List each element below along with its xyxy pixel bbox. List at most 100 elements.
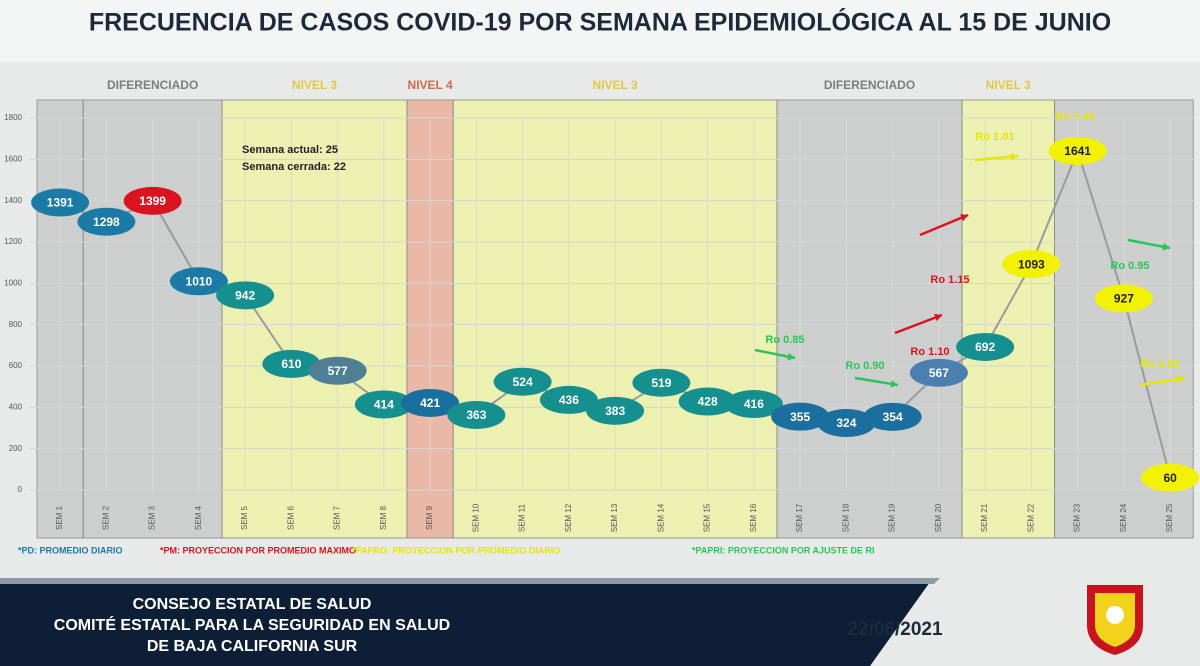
data-label: 428	[698, 395, 718, 409]
x-tick-label: SEM 21	[980, 503, 989, 532]
data-point	[632, 368, 691, 397]
x-tick-label: SEM 23	[1073, 503, 1082, 532]
x-tick-label: SEM 15	[703, 503, 712, 532]
annotation-arrowhead	[1177, 375, 1185, 383]
data-label: 577	[328, 364, 348, 378]
y-tick-label: 600	[9, 361, 23, 370]
x-tick-label: SEM 5	[240, 505, 249, 530]
data-label: 1399	[139, 194, 166, 208]
data-point	[678, 387, 737, 416]
period-label: DIFERENCIADO	[107, 78, 198, 92]
data-label: 1298	[93, 215, 120, 229]
annotation-arrow	[974, 154, 1019, 162]
footer-date: 22/06/2021	[847, 619, 943, 640]
annotation: Ro 1.02	[1140, 358, 1179, 370]
data-point	[354, 390, 413, 419]
y-tick-label: 1200	[4, 237, 22, 246]
data-point	[586, 396, 645, 425]
info-text: Semana actual: 25	[242, 144, 338, 156]
logo	[1087, 585, 1143, 655]
title-band	[0, 0, 1200, 62]
period-label: NIVEL 3	[986, 78, 1031, 92]
y-tick-label: 1600	[4, 154, 22, 163]
data-label: 927	[1114, 292, 1134, 306]
data-point	[1141, 463, 1200, 492]
period-label: NIVEL 3	[593, 78, 638, 92]
data-point	[262, 349, 321, 378]
x-tick-label: SEM 20	[934, 503, 943, 532]
data-label: 942	[235, 288, 255, 302]
data-point	[863, 402, 922, 431]
y-tick-label: 1000	[4, 278, 22, 287]
annotation-arrow	[1139, 376, 1186, 387]
data-label: 567	[929, 366, 949, 380]
x-tick-label: SEM 16	[749, 503, 758, 532]
legend-note: *PM: PROYECCION POR PROMEDIO MAXIMO	[160, 545, 356, 555]
data-label: 1641	[1064, 144, 1091, 158]
footer-rule	[0, 578, 940, 584]
x-tick-label: SEM 4	[194, 505, 203, 530]
annotation: Ro 0.85	[765, 334, 804, 346]
x-tick-label: SEM 2	[101, 505, 110, 530]
data-point	[1002, 250, 1061, 279]
annotation-arrowhead	[960, 214, 968, 222]
data-point	[909, 358, 968, 387]
period-band	[961, 99, 1055, 539]
annotation-arrow	[1127, 238, 1171, 250]
period-label: NIVEL 3	[292, 78, 337, 92]
annotation-arrowhead	[934, 313, 942, 322]
period-label: NIVEL 4	[408, 78, 453, 92]
data-label: 60	[1163, 471, 1177, 485]
data-label: 363	[466, 408, 486, 422]
x-tick-label: SEM 19	[888, 503, 897, 532]
data-point	[77, 207, 136, 236]
data-label: 324	[836, 416, 856, 430]
annotation: Ro 0.95	[1110, 260, 1149, 272]
x-tick-label: SEM 18	[841, 503, 850, 532]
annotation-arrowhead	[890, 380, 898, 388]
x-tick-label: SEM 13	[610, 503, 619, 532]
x-tick-label: SEM 24	[1119, 503, 1128, 532]
data-label: 355	[790, 410, 810, 424]
legend-note: *PAPRI: PROYECCION POR AJUSTE DE RI	[692, 545, 875, 555]
data-label: 1010	[186, 274, 213, 288]
y-tick-label: 800	[9, 320, 23, 329]
y-tick-label: 1800	[4, 113, 22, 122]
annotation-arrowhead	[787, 352, 795, 361]
data-label: 519	[651, 376, 671, 390]
annotation-arrow	[919, 213, 969, 237]
x-tick-label: SEM 25	[1165, 503, 1174, 532]
x-tick-label: SEM 6	[286, 505, 295, 530]
x-tick-label: SEM 14	[656, 503, 665, 532]
data-point	[771, 402, 830, 431]
data-point	[401, 388, 460, 417]
data-label: 610	[281, 357, 301, 371]
data-label: 524	[513, 375, 533, 389]
data-label: 421	[420, 396, 440, 410]
footer-line: COMITÉ ESTATAL PARA LA SEGURIDAD EN SALU…	[54, 615, 450, 634]
data-point	[956, 332, 1015, 361]
data-label: 383	[605, 404, 625, 418]
data-label: 1391	[47, 196, 74, 210]
x-tick-label: SEM 11	[518, 504, 527, 532]
x-tick-label: SEM 10	[471, 503, 480, 532]
x-tick-label: SEM 3	[148, 505, 157, 530]
data-point	[123, 186, 182, 215]
annotation-arrow	[894, 313, 943, 335]
period-band	[221, 99, 408, 539]
data-point	[169, 267, 228, 296]
data-label: 436	[559, 393, 579, 407]
x-tick-label: SEM 17	[795, 503, 804, 532]
footer-line: DE BAJA CALIFORNIA SUR	[147, 638, 358, 655]
footer-band	[0, 582, 930, 666]
footer-line: CONSEJO ESTATAL DE SALUD	[133, 596, 372, 613]
annotation: Ro 1.95	[1055, 111, 1094, 123]
data-label: 354	[883, 410, 903, 424]
annotation-arrowhead	[1010, 152, 1018, 161]
data-label: 692	[975, 340, 995, 354]
data-point	[724, 390, 783, 419]
chart-title: FRECUENCIA DE CASOS COVID-19 POR SEMANA …	[89, 7, 1111, 37]
legend-note: *PAPRO: PROYECCION POR PROMEDIO DIARIO	[352, 545, 560, 555]
data-label: 414	[374, 398, 394, 412]
